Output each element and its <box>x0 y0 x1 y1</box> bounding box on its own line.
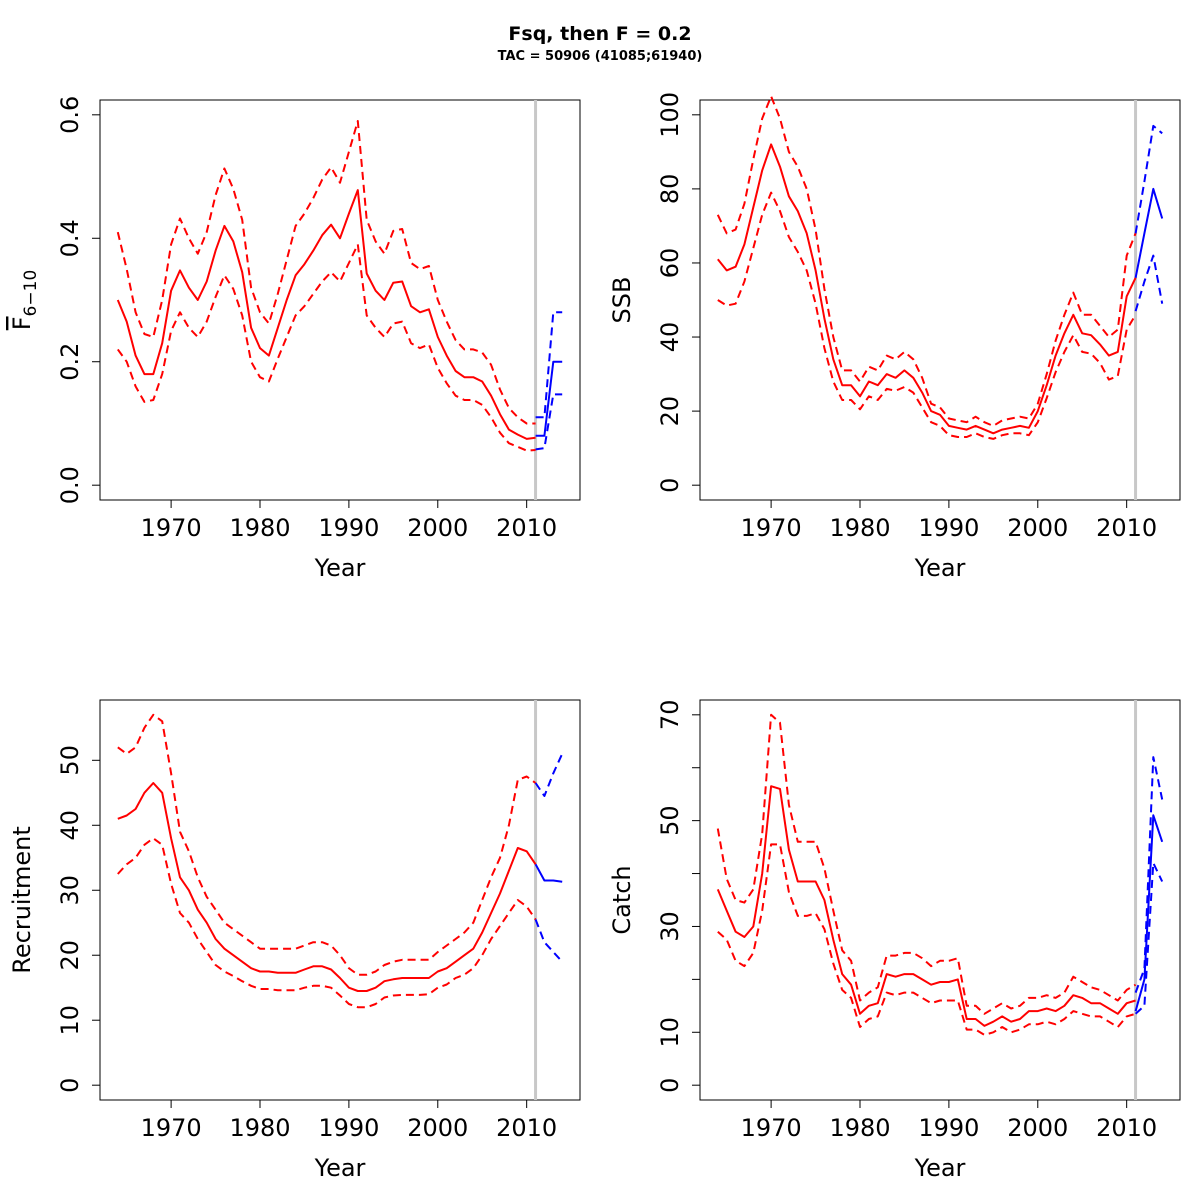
x-tick-label: 2000 <box>1007 1114 1068 1142</box>
x-tick-label: 1980 <box>229 1114 290 1142</box>
x-tick-label: 2010 <box>496 514 557 542</box>
projection-upper-ci-line <box>535 311 563 419</box>
x-axis-label: Year <box>914 554 966 582</box>
projection-lower-ci-line <box>535 393 563 451</box>
figure-subtitle: TAC = 50906 (41085;61940) <box>498 49 703 64</box>
x-axis-label: Year <box>314 554 366 582</box>
y-tick-label: 0 <box>656 478 684 493</box>
panels-container: 1970 1980 1990 2000 20100.00.20.40.6YearF6−1… <box>8 92 1181 1182</box>
y-axis-label-main: F <box>8 316 36 330</box>
upper-ci-line <box>716 713 1137 1015</box>
y-tick-label: 0.4 <box>56 219 84 257</box>
lower-ci-line <box>717 191 1137 440</box>
x-tick-label: 1980 <box>229 514 290 542</box>
y-tick-label: 80 <box>656 174 684 205</box>
x-tick-label: 1990 <box>318 1114 379 1142</box>
figure-title: Fsq, then F = 0.2 <box>508 23 691 45</box>
estimate-line <box>717 143 1137 435</box>
y-tick-label: 20 <box>56 940 84 971</box>
y-tick-label: 50 <box>56 745 84 776</box>
y-tick-label: 0.0 <box>56 466 84 504</box>
projection-upper-ci-line <box>1134 124 1163 234</box>
y-tick-label: 70 <box>656 700 684 731</box>
y-tick-label: 30 <box>56 875 84 906</box>
y-axis-label: F6−10 <box>8 270 41 331</box>
lower-ci-line <box>116 243 536 452</box>
y-tick-label: 10 <box>56 1005 84 1036</box>
lower-ci-line <box>717 843 1136 1036</box>
plot-frame <box>99 699 581 1101</box>
estimate-line <box>117 782 537 992</box>
x-tick-label: 2000 <box>407 1114 468 1142</box>
x-tick-label: 2000 <box>407 514 468 542</box>
y-axis-label-subscript: 6−10 <box>21 270 41 317</box>
y-tick-label: 0.2 <box>56 343 84 381</box>
x-axis-label: Year <box>914 1154 966 1182</box>
x-tick-label: 1980 <box>829 514 890 542</box>
panel-fbar: 1970 1980 1990 2000 2010 0.0 0.2 0.4 0.6 Year F6−1… <box>8 96 581 582</box>
panel-recruitment: 1970 1980 1990 2000 2010 0 10 20 30 40 50 Year Recru… <box>8 699 581 1182</box>
x-tick-label: 1970 <box>141 1114 202 1142</box>
x-tick-label: 2010 <box>1096 1114 1157 1142</box>
y-axis-label: Catch <box>608 865 636 934</box>
projection-upper-ci-line <box>534 753 564 797</box>
y-tick-label: 0 <box>56 1078 84 1093</box>
y-tick-label: 50 <box>656 805 684 836</box>
y-tick-label: 20 <box>656 396 684 427</box>
y-tick-label: 40 <box>656 322 684 353</box>
y-tick-label: 60 <box>656 248 684 279</box>
projection-line <box>1134 187 1164 278</box>
x-tick-label: 1990 <box>318 514 379 542</box>
x-tick-label: 2010 <box>496 1114 557 1142</box>
x-tick-label: 2000 <box>1007 514 1068 542</box>
upper-ci-line <box>716 95 1137 427</box>
x-tick-label: 1970 <box>741 1114 802 1142</box>
y-axis-label: Recruitment <box>8 826 36 973</box>
panel-catch: 1970 1980 1990 2000 2010 0 10 30 50 70 Year Catch <box>608 699 1181 1182</box>
projection-line <box>535 360 563 437</box>
x-tick-label: 1980 <box>829 1114 890 1142</box>
x-tick-label: 2010 <box>1096 514 1157 542</box>
projection-line <box>534 863 563 883</box>
upper-ci-line <box>117 713 537 976</box>
y-tick-label: 10 <box>656 1017 684 1048</box>
lower-ci-line <box>117 837 537 1009</box>
projection-lower-ci-line <box>534 919 563 963</box>
x-axis-label: Year <box>314 1154 366 1182</box>
upper-ci-line <box>116 120 536 425</box>
projection-lower-ci-line <box>1134 862 1164 1015</box>
estimate-line <box>116 189 536 440</box>
y-tick-label: 0.6 <box>56 96 84 134</box>
x-tick-label: 1990 <box>918 514 979 542</box>
y-axis-label: SSB <box>608 277 636 324</box>
plot-frame <box>699 99 1181 501</box>
plot-frame <box>99 99 581 501</box>
panel-ssb: 1970 1980 1990 2000 2010 0 20 40 60 80 100 Year SSB <box>608 92 1181 582</box>
y-tick-label: 0 <box>656 1078 684 1093</box>
projection-line <box>1134 814 1164 1012</box>
plot-frame <box>699 699 1181 1101</box>
x-tick-label: 1990 <box>918 1114 979 1142</box>
y-tick-label: 100 <box>656 92 684 138</box>
x-tick-label: 1970 <box>741 514 802 542</box>
projection-upper-ci-line <box>1134 756 1164 993</box>
y-tick-label: 30 <box>656 911 684 942</box>
estimate-line <box>716 785 1136 1027</box>
x-tick-label: 1970 <box>141 514 202 542</box>
projection-lower-ci-line <box>1134 254 1164 312</box>
y-tick-label: 40 <box>56 810 84 841</box>
